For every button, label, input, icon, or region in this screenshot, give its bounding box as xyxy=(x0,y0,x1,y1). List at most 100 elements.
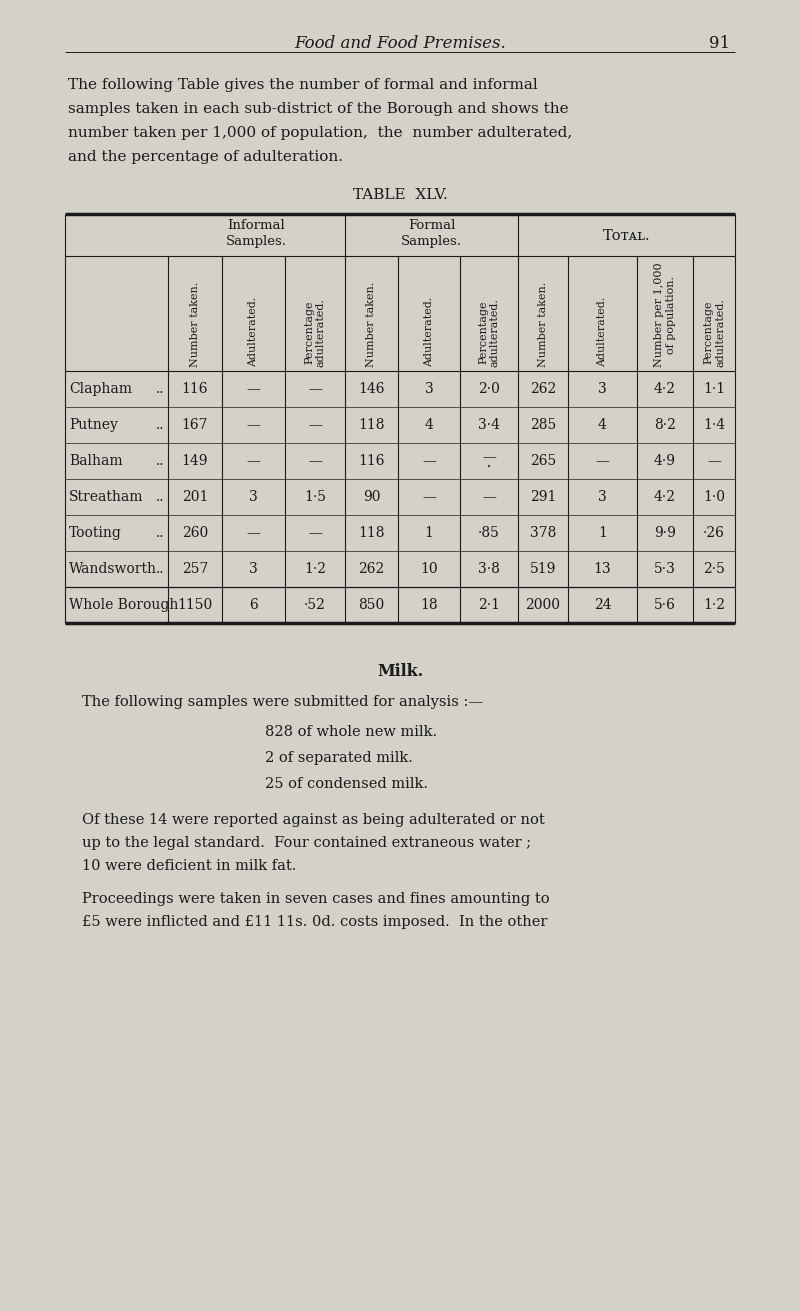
Text: 1·2: 1·2 xyxy=(703,598,725,612)
Text: 25 of condensed milk.: 25 of condensed milk. xyxy=(265,777,428,791)
Text: Milk.: Milk. xyxy=(377,663,423,680)
Text: 116: 116 xyxy=(358,454,385,468)
Text: —: — xyxy=(246,526,261,540)
Text: 201: 201 xyxy=(182,490,208,503)
Text: Balham: Balham xyxy=(69,454,122,468)
Text: 118: 118 xyxy=(358,418,385,433)
Text: 378: 378 xyxy=(530,526,556,540)
Text: 1·0: 1·0 xyxy=(703,490,725,503)
Text: 3: 3 xyxy=(598,382,607,396)
Text: —: — xyxy=(246,454,261,468)
Text: 3: 3 xyxy=(425,382,434,396)
Text: 4: 4 xyxy=(598,418,607,433)
Text: ..: .. xyxy=(155,562,164,576)
Text: 3: 3 xyxy=(598,490,607,503)
Text: 10 were deficient in milk fat.: 10 were deficient in milk fat. xyxy=(82,859,296,873)
Text: 6: 6 xyxy=(249,598,258,612)
Text: 4·2: 4·2 xyxy=(654,490,676,503)
Text: Number taken.: Number taken. xyxy=(538,282,548,367)
Text: Whole Borough: Whole Borough xyxy=(69,598,178,612)
Text: ·26: ·26 xyxy=(703,526,725,540)
Text: 519: 519 xyxy=(530,562,556,576)
Text: 1: 1 xyxy=(598,526,607,540)
Text: —: — xyxy=(707,454,721,468)
Text: 4·9: 4·9 xyxy=(654,454,676,468)
Text: 10: 10 xyxy=(420,562,438,576)
Text: 265: 265 xyxy=(530,454,556,468)
Text: 257: 257 xyxy=(182,562,208,576)
Text: Adulterated.: Adulterated. xyxy=(424,296,434,367)
Text: 5·6: 5·6 xyxy=(654,598,676,612)
Text: 18: 18 xyxy=(420,598,438,612)
Text: 2·5: 2·5 xyxy=(703,562,725,576)
Text: Percentage
adulterated.: Percentage adulterated. xyxy=(478,298,500,367)
Text: 9·9: 9·9 xyxy=(654,526,676,540)
Text: The following samples were submitted for analysis :—: The following samples were submitted for… xyxy=(82,695,483,709)
Text: Adulterated.: Adulterated. xyxy=(249,296,258,367)
Text: 116: 116 xyxy=(182,382,208,396)
Text: Percentage
adulterated.: Percentage adulterated. xyxy=(703,298,725,367)
Text: ·52: ·52 xyxy=(304,598,326,612)
Text: TABLE  XLV.: TABLE XLV. xyxy=(353,187,447,202)
Text: —: — xyxy=(246,382,261,396)
Text: 2·1: 2·1 xyxy=(478,598,500,612)
Text: —: — xyxy=(482,450,496,464)
Text: ·85: ·85 xyxy=(478,526,500,540)
Text: Streatham: Streatham xyxy=(69,490,143,503)
Text: 1·5: 1·5 xyxy=(304,490,326,503)
Text: 1·4: 1·4 xyxy=(703,418,725,433)
Text: 91: 91 xyxy=(710,35,730,52)
Text: 2·0: 2·0 xyxy=(478,382,500,396)
Text: 118: 118 xyxy=(358,526,385,540)
Text: ..: .. xyxy=(155,526,164,540)
Text: ..: .. xyxy=(155,454,164,468)
Text: The following Table gives the number of formal and informal: The following Table gives the number of … xyxy=(68,77,538,92)
Text: —: — xyxy=(482,490,496,503)
Text: 291: 291 xyxy=(530,490,556,503)
Text: •: • xyxy=(487,463,491,471)
Text: 149: 149 xyxy=(182,454,208,468)
Text: samples taken in each sub-district of the Borough and shows the: samples taken in each sub-district of th… xyxy=(68,102,569,115)
Text: Tᴏᴛᴀʟ.: Tᴏᴛᴀʟ. xyxy=(602,229,650,243)
Text: 90: 90 xyxy=(362,490,380,503)
Text: —: — xyxy=(595,454,610,468)
Text: 260: 260 xyxy=(182,526,208,540)
Text: ..: .. xyxy=(155,490,164,503)
Text: ..: .. xyxy=(155,382,164,396)
Text: —: — xyxy=(422,490,436,503)
Text: Adulterated.: Adulterated. xyxy=(598,296,607,367)
Text: 5·3: 5·3 xyxy=(654,562,676,576)
Text: Number taken.: Number taken. xyxy=(366,282,377,367)
Text: Putney: Putney xyxy=(69,418,118,433)
Text: ..: .. xyxy=(155,418,164,433)
Text: Number taken.: Number taken. xyxy=(190,282,200,367)
Text: 2000: 2000 xyxy=(526,598,561,612)
Text: —: — xyxy=(308,454,322,468)
Text: —: — xyxy=(308,526,322,540)
Text: 285: 285 xyxy=(530,418,556,433)
Text: Number per 1,000
of population.: Number per 1,000 of population. xyxy=(654,262,676,367)
Text: 3·4: 3·4 xyxy=(478,418,500,433)
Text: 3·8: 3·8 xyxy=(478,562,500,576)
Text: Clapham: Clapham xyxy=(69,382,132,396)
Text: Of these 14 were reported against as being adulterated or not: Of these 14 were reported against as bei… xyxy=(82,813,545,827)
Text: —: — xyxy=(422,454,436,468)
Text: 24: 24 xyxy=(594,598,611,612)
Text: 850: 850 xyxy=(358,598,385,612)
Text: —: — xyxy=(308,418,322,433)
Text: 3: 3 xyxy=(249,490,258,503)
Text: Food and Food Premises.: Food and Food Premises. xyxy=(294,35,506,52)
Text: up to the legal standard.  Four contained extraneous water ;: up to the legal standard. Four contained… xyxy=(82,836,531,850)
Text: 8·2: 8·2 xyxy=(654,418,676,433)
Text: —: — xyxy=(308,382,322,396)
Text: 1·2: 1·2 xyxy=(304,562,326,576)
Text: 4·2: 4·2 xyxy=(654,382,676,396)
Text: Percentage
adulterated.: Percentage adulterated. xyxy=(304,298,326,367)
Text: 1: 1 xyxy=(425,526,434,540)
Text: 167: 167 xyxy=(182,418,208,433)
Text: Proceedings were taken in seven cases and fines amounting to: Proceedings were taken in seven cases an… xyxy=(82,891,550,906)
Text: 1·1: 1·1 xyxy=(703,382,725,396)
Text: 3: 3 xyxy=(249,562,258,576)
Text: number taken per 1,000 of population,  the  number adulterated,: number taken per 1,000 of population, th… xyxy=(68,126,572,140)
Text: 828 of whole new milk.: 828 of whole new milk. xyxy=(265,725,437,739)
